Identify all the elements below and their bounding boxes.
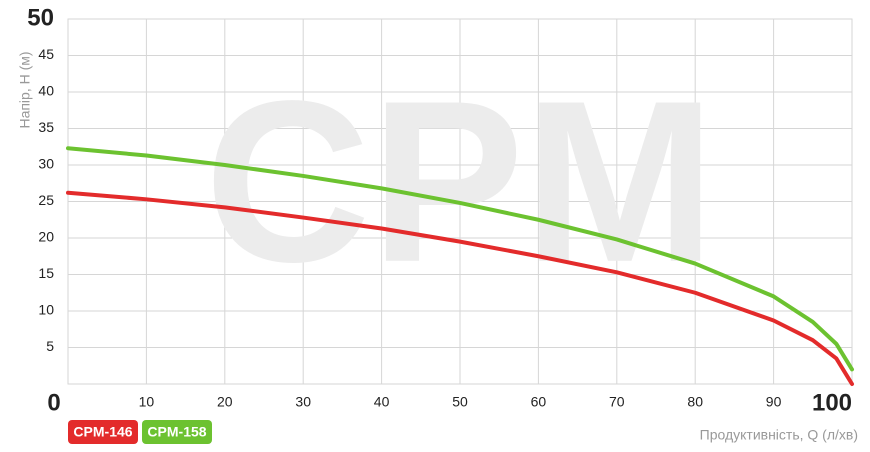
x-axis-label: Продуктивність, Q (л/хв) bbox=[700, 427, 858, 443]
x-tick-label: 80 bbox=[687, 394, 703, 410]
y-tick-label: 30 bbox=[38, 156, 54, 172]
legend-swatch bbox=[68, 420, 138, 444]
y-tick-label: 25 bbox=[38, 192, 54, 208]
x-tick-label: 90 bbox=[766, 394, 782, 410]
y-tick-label: 35 bbox=[38, 119, 54, 135]
series-line bbox=[66, 190, 854, 386]
x-tick-label: 50 bbox=[452, 394, 468, 410]
series-line bbox=[66, 146, 854, 372]
x-tick-label: 10 bbox=[139, 394, 155, 410]
watermark: CPM bbox=[204, 53, 715, 310]
legend-label: CPM-146 bbox=[73, 424, 132, 440]
y-tick-label: 10 bbox=[38, 302, 54, 318]
x-tick-label: 20 bbox=[217, 394, 233, 410]
x-tick-label: 70 bbox=[609, 394, 625, 410]
x-tick-label: 0 bbox=[47, 389, 60, 416]
y-tick-label: 40 bbox=[38, 83, 54, 99]
x-tick-label: 30 bbox=[295, 394, 311, 410]
y-tick-label: 15 bbox=[38, 265, 54, 281]
x-tick-label: 40 bbox=[374, 394, 390, 410]
legend-swatch bbox=[142, 420, 212, 444]
x-tick-label: 60 bbox=[531, 394, 547, 410]
y-tick-label: 5 bbox=[46, 338, 54, 354]
y-tick-label: 45 bbox=[38, 46, 54, 62]
y-axis-label: Напір, Н (м) bbox=[17, 51, 33, 128]
legend-label: CPM-158 bbox=[147, 424, 206, 440]
x-tick-label: 100 bbox=[812, 389, 852, 416]
y-tick-label: 20 bbox=[38, 229, 54, 245]
y-tick-label: 50 bbox=[27, 4, 54, 31]
